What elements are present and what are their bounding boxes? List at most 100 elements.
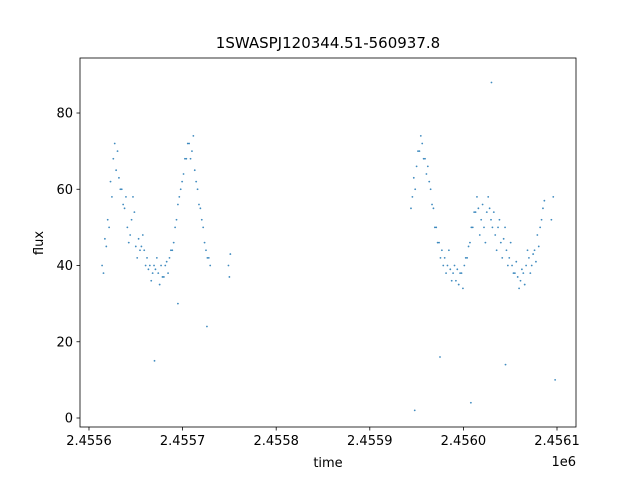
data-point [193, 169, 196, 172]
x-tick-label: 2.4561 [534, 434, 580, 449]
data-point [191, 150, 193, 153]
data-point [550, 218, 553, 221]
data-point [133, 211, 136, 214]
data-point [457, 283, 460, 286]
data-point [164, 264, 167, 267]
y-tick-label: 60 [56, 183, 73, 198]
data-point [424, 157, 426, 160]
data-point [109, 180, 112, 183]
x-tick-label: 2.4558 [253, 434, 299, 449]
data-point [168, 256, 171, 259]
data-point [411, 195, 414, 198]
data-point [192, 134, 195, 137]
data-point [488, 207, 491, 210]
data-point [108, 226, 111, 229]
data-point [136, 256, 139, 259]
data-point [516, 276, 519, 278]
data-point [132, 195, 134, 198]
data-point [160, 264, 162, 267]
data-point [122, 203, 125, 206]
data-point [105, 245, 108, 248]
data-point [464, 256, 467, 259]
data-point [106, 218, 109, 221]
data-point [494, 234, 497, 236]
data-point [167, 272, 169, 275]
data-point [146, 256, 148, 259]
data-point [158, 283, 161, 286]
data-point [436, 241, 439, 244]
data-point [506, 264, 509, 267]
data-point [229, 253, 232, 255]
data-point [115, 169, 118, 172]
data-point [129, 234, 132, 236]
data-point [477, 207, 480, 210]
data-point [525, 264, 528, 267]
data-point [199, 207, 202, 210]
data-point [480, 218, 483, 221]
data-point [446, 264, 449, 267]
data-point [429, 188, 432, 191]
data-point [148, 264, 151, 267]
data-point [439, 256, 442, 259]
data-point [111, 195, 113, 198]
data-point [498, 218, 501, 221]
data-point [415, 165, 418, 168]
chart-title: 1SWASPJ120344.51-560937.8 [216, 34, 440, 52]
data-point [127, 241, 130, 244]
data-point [552, 195, 555, 198]
data-point [497, 226, 499, 229]
data-point [499, 241, 502, 244]
data-point [418, 150, 421, 153]
data-point [118, 176, 120, 179]
data-point [137, 237, 140, 240]
data-point [460, 272, 463, 275]
data-point [466, 256, 469, 259]
data-point [209, 264, 212, 267]
data-point [130, 218, 133, 221]
data-point [185, 157, 188, 160]
data-point [443, 256, 446, 259]
data-point [435, 226, 438, 229]
data-point [469, 241, 471, 244]
data-point [171, 249, 174, 252]
data-point [543, 199, 546, 202]
data-point [184, 157, 186, 160]
data-point [536, 234, 539, 236]
data-point [426, 165, 429, 168]
data-point [425, 173, 428, 175]
data-point [428, 180, 431, 183]
data-point [438, 241, 440, 244]
data-point [227, 264, 230, 267]
data-point [522, 272, 525, 275]
data-point [155, 256, 158, 259]
data-point [445, 272, 447, 275]
data-point [490, 218, 492, 221]
data-point [523, 283, 526, 286]
data-point [126, 226, 129, 229]
data-point [432, 207, 435, 210]
data-point [177, 203, 179, 206]
data-point [410, 207, 412, 210]
data-point [469, 401, 472, 404]
data-point [501, 256, 504, 259]
data-point [470, 226, 473, 229]
data-point [101, 264, 103, 267]
data-point [414, 188, 417, 191]
data-point [196, 188, 199, 191]
data-point [533, 249, 536, 252]
data-point [455, 279, 457, 282]
data-point [440, 249, 443, 252]
data-point [422, 157, 425, 160]
y-tick-label: 0 [65, 412, 73, 427]
data-point [151, 272, 154, 275]
y-tick-label: 80 [56, 107, 73, 122]
data-point [169, 249, 172, 252]
data-point [483, 226, 485, 229]
plot-frame [79, 57, 577, 428]
data-point [113, 142, 116, 145]
data-point [154, 268, 157, 271]
data-point [205, 249, 207, 252]
data-point [200, 218, 203, 221]
data-point [518, 287, 520, 290]
